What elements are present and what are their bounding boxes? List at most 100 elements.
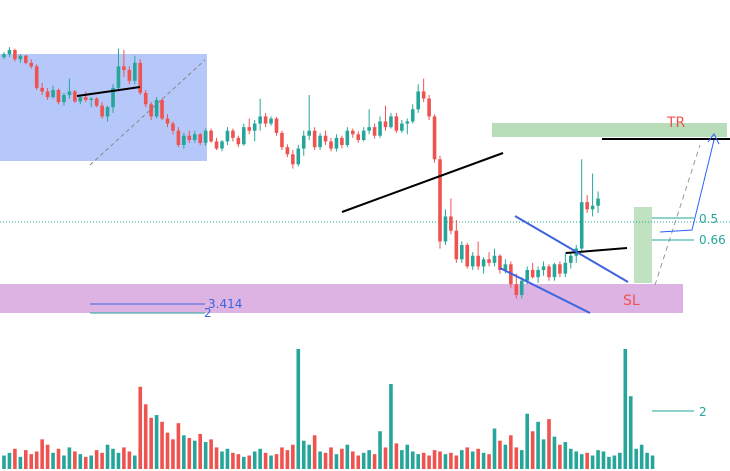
candle-body[interactable] xyxy=(351,130,355,135)
volume-bar[interactable] xyxy=(476,448,480,469)
candle-body[interactable] xyxy=(541,266,546,270)
projection-arrow-path[interactable] xyxy=(659,139,715,233)
candle-body[interactable] xyxy=(323,135,328,142)
candle-body[interactable] xyxy=(318,135,322,148)
volume-bar[interactable] xyxy=(291,444,295,469)
candle-body[interactable] xyxy=(242,127,246,145)
volume-bar[interactable] xyxy=(639,444,644,469)
candle-body[interactable] xyxy=(274,118,279,133)
candle-body[interactable] xyxy=(269,118,273,124)
resistance-line-1[interactable] xyxy=(76,86,141,97)
candle-body[interactable] xyxy=(481,259,486,267)
volume-bar[interactable] xyxy=(247,455,252,469)
candle-body[interactable] xyxy=(503,264,508,270)
volume-bar[interactable] xyxy=(24,450,28,469)
volume-bar[interactable] xyxy=(634,448,638,469)
candle-body[interactable] xyxy=(203,130,208,143)
volume-bar[interactable] xyxy=(143,404,148,469)
volume-bar[interactable] xyxy=(345,444,350,469)
candle-body[interactable] xyxy=(361,130,366,140)
candle-body[interactable] xyxy=(122,66,126,70)
volume-bar[interactable] xyxy=(83,456,88,469)
volume-bar[interactable] xyxy=(192,440,197,469)
volume-bar[interactable] xyxy=(389,384,393,469)
volume-bar[interactable] xyxy=(263,452,268,469)
candle-body[interactable] xyxy=(378,121,382,136)
candle-body[interactable] xyxy=(209,130,213,142)
volume-bar[interactable] xyxy=(89,455,93,469)
candle-body[interactable] xyxy=(383,121,388,128)
volume-bar[interactable] xyxy=(492,428,497,469)
volume-bar[interactable] xyxy=(56,448,61,469)
volume-bar[interactable] xyxy=(410,451,415,469)
volume-bar[interactable] xyxy=(34,451,39,469)
candle-body[interactable] xyxy=(236,137,241,145)
volume-bar[interactable] xyxy=(62,455,66,469)
volume-bar[interactable] xyxy=(312,435,317,469)
volume-bar[interactable] xyxy=(78,454,83,469)
candle-body[interactable] xyxy=(487,259,491,263)
candle-body[interactable] xyxy=(470,255,475,267)
volume-bar[interactable] xyxy=(536,421,540,469)
candle-body[interactable] xyxy=(585,202,589,210)
volume-bar[interactable] xyxy=(645,452,649,469)
volume-bar[interactable] xyxy=(628,396,633,469)
volume-bar[interactable] xyxy=(165,432,170,469)
candle-body[interactable] xyxy=(596,198,600,206)
candle-body[interactable] xyxy=(143,92,148,105)
candle-body[interactable] xyxy=(443,216,448,242)
candle-body[interactable] xyxy=(296,148,301,165)
candle-body[interactable] xyxy=(252,123,257,131)
candle-body[interactable] xyxy=(176,130,181,145)
volume-bar[interactable] xyxy=(116,452,121,469)
candle-body[interactable] xyxy=(421,91,426,99)
volume-bar[interactable] xyxy=(214,447,219,469)
candle-body[interactable] xyxy=(454,230,459,260)
candle-body[interactable] xyxy=(291,154,295,165)
candle-body[interactable] xyxy=(214,141,219,149)
volume-bar[interactable] xyxy=(498,440,502,469)
volume-bar[interactable] xyxy=(225,448,230,469)
volume-bar[interactable] xyxy=(40,439,44,469)
candle-body[interactable] xyxy=(410,109,415,122)
volume-bar[interactable] xyxy=(601,451,606,469)
candle-body[interactable] xyxy=(154,100,159,117)
candle-body[interactable] xyxy=(231,130,235,138)
candle-body[interactable] xyxy=(498,255,502,270)
volume-bar[interactable] xyxy=(187,437,192,469)
volume-bar[interactable] xyxy=(612,455,617,469)
candle-body[interactable] xyxy=(536,270,540,278)
volume-bar[interactable] xyxy=(203,442,208,469)
candle-body[interactable] xyxy=(24,55,28,63)
volume-bar[interactable] xyxy=(378,431,382,469)
candle-body[interactable] xyxy=(530,270,535,278)
volume-bar[interactable] xyxy=(465,447,470,469)
consolidation-diagonal[interactable] xyxy=(89,59,206,166)
volume-bar[interactable] xyxy=(563,442,568,469)
candle-body[interactable] xyxy=(312,130,317,148)
volume-bar[interactable] xyxy=(100,452,104,469)
candle-body[interactable] xyxy=(263,116,268,124)
volume-bar[interactable] xyxy=(329,447,333,469)
volume-bar[interactable] xyxy=(623,349,628,469)
candle-body[interactable] xyxy=(67,91,72,95)
candle-body[interactable] xyxy=(340,137,344,145)
candle-body[interactable] xyxy=(220,141,224,149)
candle-body[interactable] xyxy=(89,98,93,100)
volume-bar[interactable] xyxy=(160,421,164,469)
volume-bar[interactable] xyxy=(274,454,279,469)
candle-body[interactable] xyxy=(558,264,562,274)
candle-body[interactable] xyxy=(334,137,339,149)
volume-bar[interactable] xyxy=(280,447,284,469)
candle-body[interactable] xyxy=(171,123,175,131)
candle-body[interactable] xyxy=(569,255,573,263)
candle-body[interactable] xyxy=(73,91,77,102)
volume-bar[interactable] xyxy=(372,454,377,469)
volume-bar[interactable] xyxy=(105,444,110,469)
volume-bar[interactable] xyxy=(361,452,366,469)
candle-body[interactable] xyxy=(127,70,132,81)
volume-bar[interactable] xyxy=(596,450,600,469)
volume-bar[interactable] xyxy=(585,452,589,469)
candle-body[interactable] xyxy=(13,50,17,60)
candle-body[interactable] xyxy=(465,245,470,267)
